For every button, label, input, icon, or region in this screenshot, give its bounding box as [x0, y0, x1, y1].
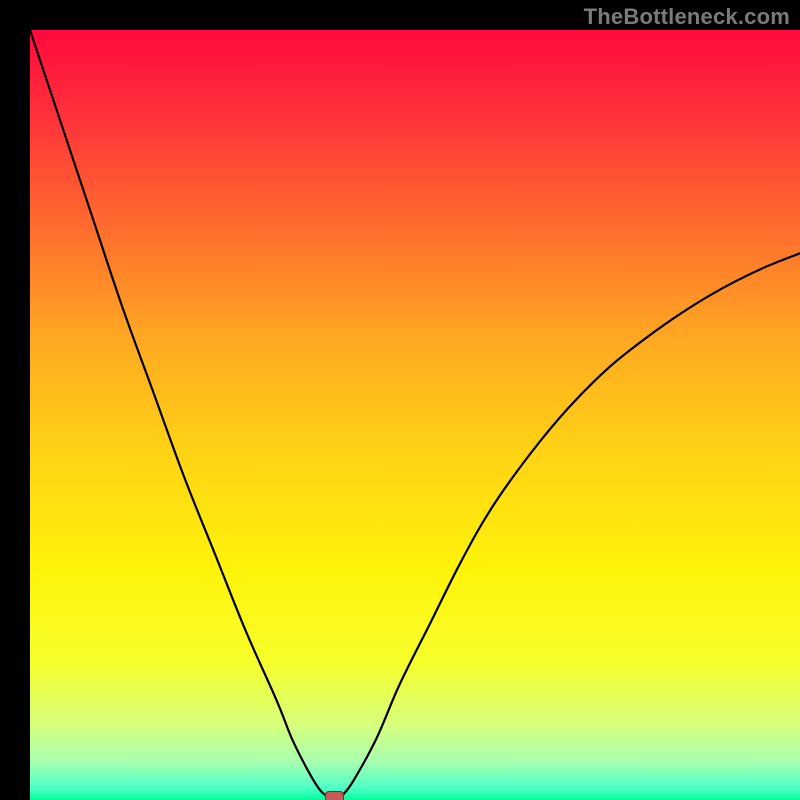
bottleneck-curve	[30, 30, 800, 800]
chart-container: { "watermark": { "text": "TheBottleneck.…	[0, 0, 800, 800]
plot-area	[30, 30, 800, 800]
optimal-point-marker	[325, 791, 344, 800]
watermark-text: TheBottleneck.com	[584, 4, 790, 30]
